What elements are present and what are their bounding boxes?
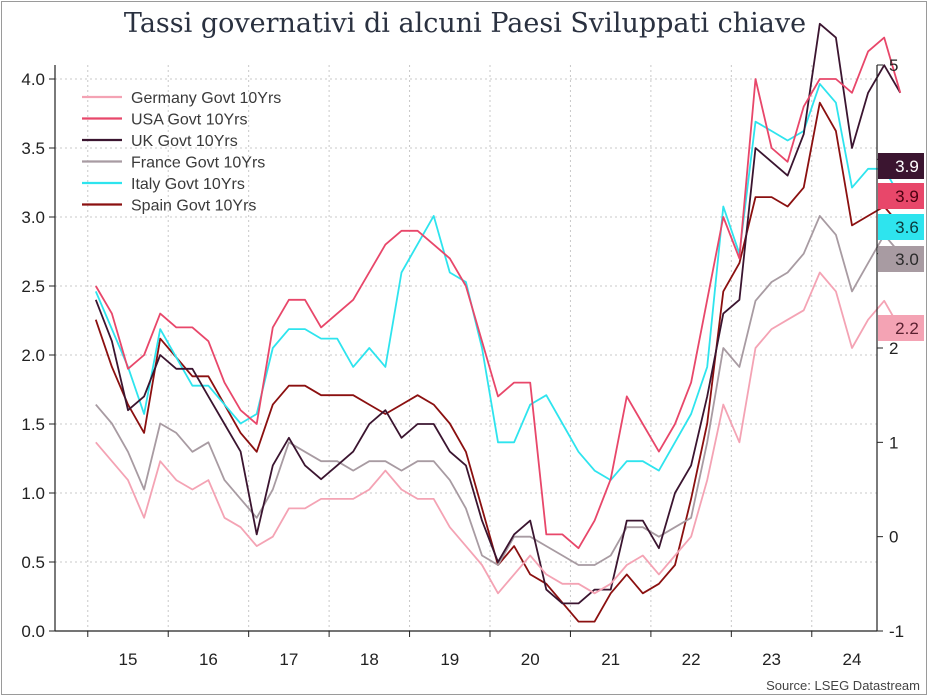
x-tick-label: 16 (199, 650, 218, 669)
badge-germany-govt-10yrs-value: 2.2 (895, 319, 919, 338)
x-tick-label: 20 (521, 650, 540, 669)
x-tick-label: 17 (279, 650, 298, 669)
y-left-tick-label: 1.0 (21, 484, 45, 503)
legend-france-govt-10yrs-label: France Govt 10Yrs (131, 155, 265, 172)
series-line-usa-govt-10yrs (95, 36, 902, 550)
y-right-tick-label: 0 (889, 528, 898, 547)
badge-france-govt-10yrs-value: 3.0 (895, 250, 919, 269)
y-left-tick-label: 1.5 (21, 415, 45, 434)
badge-uk-govt-10yrs (878, 153, 924, 179)
chart-title: Tassi governativi di alcuni Paesi Svilup… (123, 8, 807, 39)
y-left-tick-label: 2.5 (21, 277, 45, 296)
legend-spain-govt-10yrs-label: Spain Govt 10Yrs (131, 198, 256, 215)
legend-italy-govt-10yrs-label: Italy Govt 10Yrs (131, 176, 245, 193)
y-right-tick-label: 5 (889, 56, 898, 75)
series-line-france-govt-10yrs (95, 214, 901, 566)
x-tick-label: 18 (360, 650, 379, 669)
y-left-tick-label: 3.5 (21, 139, 45, 158)
legend: Germany Govt 10Yrs USA Govt 10Yrs UK Govt … (82, 90, 281, 215)
legend-usa-govt-10yrs-label: USA Govt 10Yrs (131, 112, 248, 129)
badge-usa-govt-10yrs (878, 183, 924, 209)
badge-uk-govt-10yrs-value: 3.9 (895, 157, 919, 176)
y-left-tick-label: 0.5 (21, 553, 45, 572)
axes: 0.00.51.01.52.02.53.03.54.0-101234515161… (21, 56, 904, 669)
source-note: Source: LSEG Datastream (766, 678, 920, 693)
legend-germany-govt-10yrs-label: Germany Govt 10Yrs (131, 90, 281, 107)
y-right-tick-label: -1 (889, 622, 904, 641)
badge-italy-govt-10yrs-value: 3.6 (895, 218, 919, 237)
series-line-germany-govt-10yrs (95, 271, 902, 595)
x-tick-label: 23 (762, 650, 781, 669)
badge-germany-govt-10yrs (878, 315, 924, 341)
x-tick-label: 21 (601, 650, 620, 669)
x-tick-label: 19 (440, 650, 459, 669)
series-layer (94, 22, 902, 623)
x-tick-label: 24 (843, 650, 862, 669)
x-tick-label: 15 (119, 650, 138, 669)
legend-uk-govt-10yrs-label: UK Govt 10Yrs (131, 133, 238, 150)
x-tick-label: 22 (682, 650, 701, 669)
series-line-uk-govt-10yrs (94, 22, 902, 605)
y-right-tick-label: 2 (889, 339, 898, 358)
y-left-tick-label: 4.0 (21, 70, 45, 89)
y-left-tick-label: 2.0 (21, 346, 45, 365)
last-value-labels: 2.2 3.9 3.9 3.0 3.6 (878, 153, 924, 341)
y-left-tick-label: 0.0 (21, 622, 45, 641)
badge-italy-govt-10yrs (878, 214, 924, 240)
badge-usa-govt-10yrs-value: 3.9 (895, 187, 919, 206)
y-right-tick-label: 1 (889, 433, 898, 452)
y-left-tick-label: 3.0 (21, 208, 45, 227)
badge-france-govt-10yrs (878, 246, 924, 272)
